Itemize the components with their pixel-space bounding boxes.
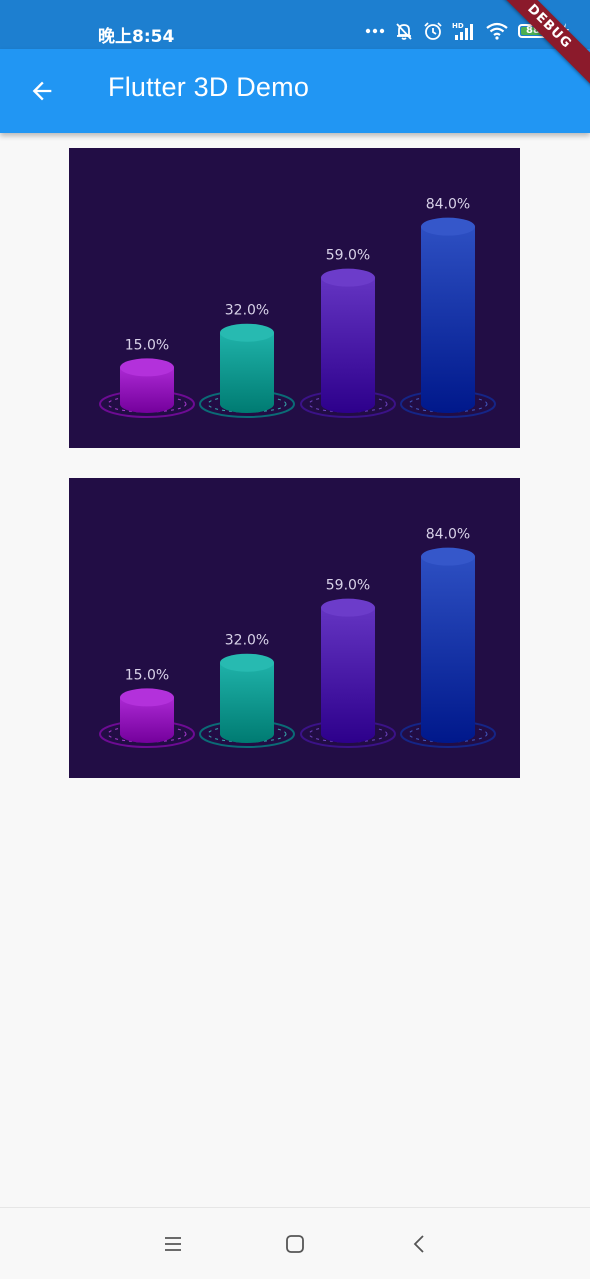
chart-card-2: 15.0% 32.0% 59.0% 84.0% [69, 478, 520, 778]
cylinder-top [120, 358, 174, 377]
cylinder-bar [321, 277, 375, 413]
status-time: 晚上8:54 [98, 27, 175, 47]
cylinder-chart-1: 15.0% 32.0% 59.0% 84.0% [99, 197, 496, 418]
cylinder-bar [120, 697, 174, 743]
bar-value-label: 15.0% [125, 667, 169, 683]
cylinder-top [321, 268, 375, 287]
chart-card-1: 15.0% 32.0% 59.0% 84.0% [69, 148, 520, 448]
bar-value-label: 59.0% [326, 248, 370, 264]
app-bar: Flutter 3D Demo [0, 49, 590, 133]
cylinder-bar [421, 226, 475, 413]
bar-value-label: 84.0% [426, 527, 470, 543]
bar-value-label: 32.0% [225, 633, 269, 649]
bar-value-label: 15.0% [125, 337, 169, 353]
menu-icon [165, 1237, 181, 1251]
cylinder-top [120, 688, 174, 707]
svg-text:HD: HD [452, 22, 464, 30]
more-dots-icon [365, 28, 385, 34]
battery-fill [521, 27, 542, 35]
cylinder-top [321, 598, 375, 617]
menu-button[interactable] [155, 1226, 191, 1262]
home-button[interactable] [277, 1226, 313, 1262]
bell-off-icon [396, 23, 412, 40]
bar-value-label: 59.0% [326, 578, 370, 594]
cylinder-bar [220, 662, 274, 743]
arrow-back-icon [32, 81, 52, 101]
wifi-icon [486, 22, 508, 40]
home-square-icon [286, 1235, 304, 1253]
cylinder-bar [321, 607, 375, 743]
cylinder-top [421, 217, 475, 236]
hd-signal-icon: HD [452, 22, 473, 40]
bar-value-label: 32.0% [225, 303, 269, 319]
cylinder-bar [421, 556, 475, 743]
alarm-icon [424, 22, 442, 40]
cylinder-top [220, 653, 274, 672]
bar-value-label: 84.0% [426, 197, 470, 213]
battery-level: 88 [526, 25, 540, 36]
system-nav-bar [0, 1207, 590, 1279]
cylinder-top [421, 547, 475, 566]
app-title: Flutter 3D Demo [108, 72, 310, 102]
back-nav-button[interactable] [401, 1226, 437, 1262]
cylinder-bar [120, 367, 174, 413]
cylinder-chart-2: 15.0% 32.0% 59.0% 84.0% [99, 527, 496, 748]
back-button[interactable] [14, 67, 70, 115]
back-chevron-icon [413, 1235, 424, 1253]
cylinder-bar [220, 332, 274, 413]
status-bar: 晚上8:54 HD [0, 0, 590, 49]
cylinder-top [220, 323, 274, 342]
